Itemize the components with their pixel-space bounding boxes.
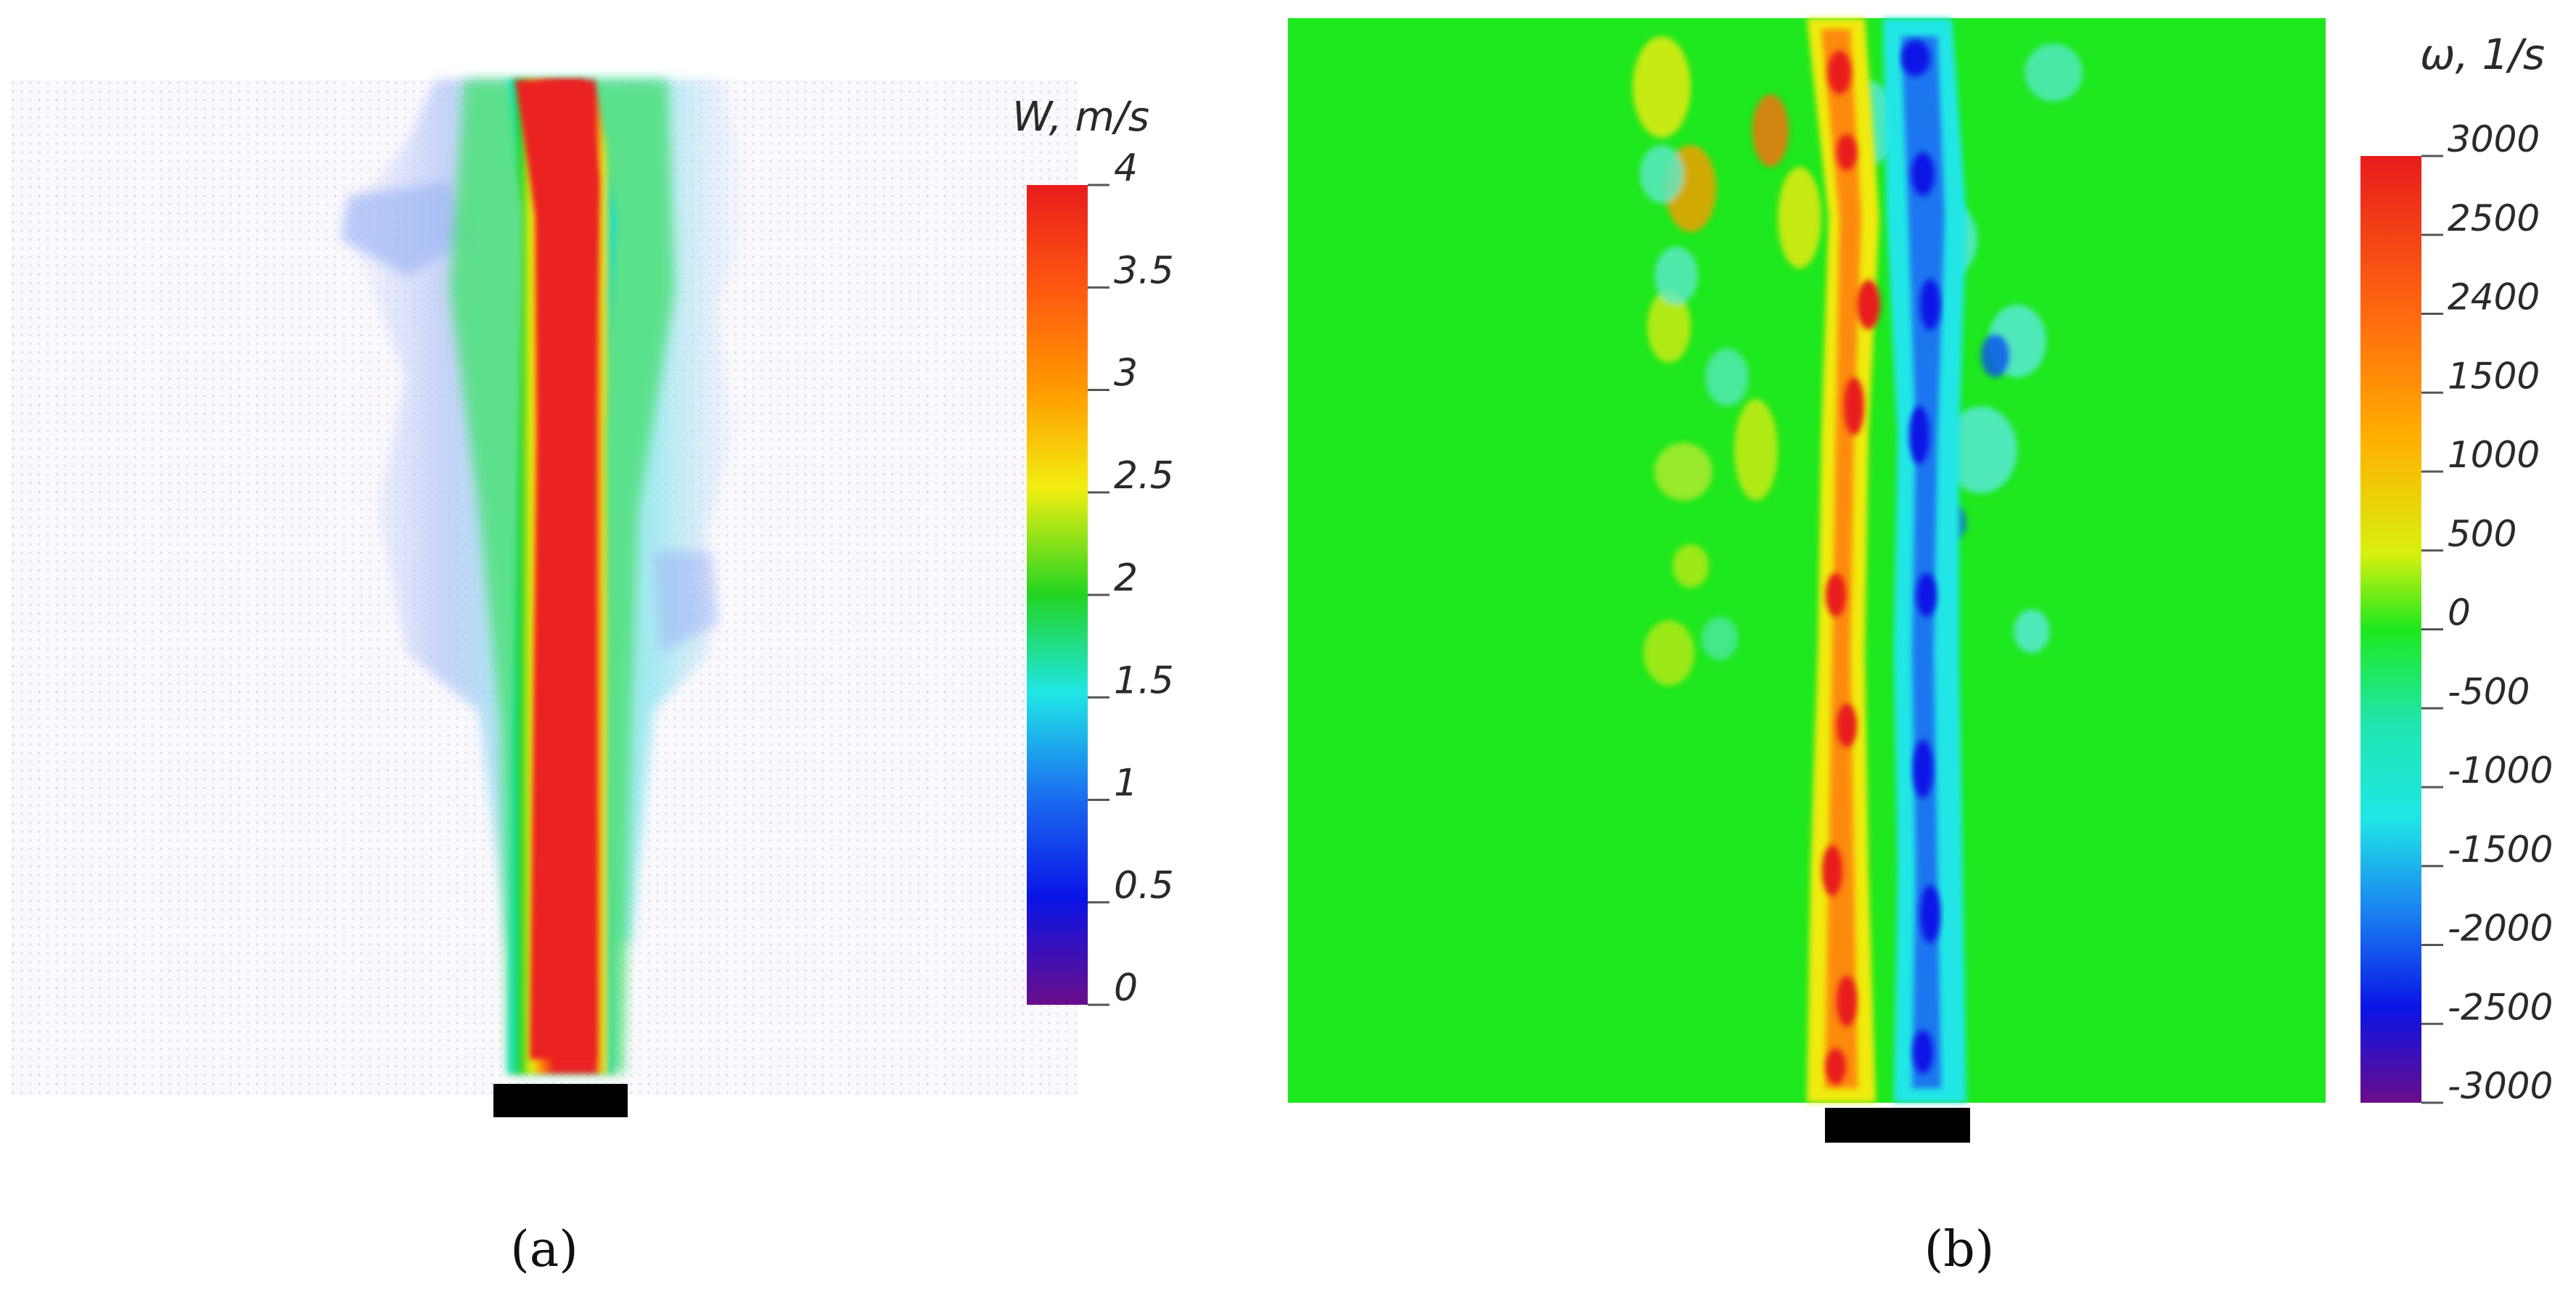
nozzle-b <box>1825 1108 1970 1143</box>
colorbar-tick-label: 0 <box>1114 966 1138 1010</box>
colorbar-tick-label: 3 <box>1114 352 1138 395</box>
panel-b: ω, 1/s 3000 2500 2400 1500 1000 500 0 -500 -1000… <box>1288 18 2553 1143</box>
velocity-colorbar <box>1027 185 1088 1005</box>
colorbar-tick-label: 2.5 <box>1114 454 1174 498</box>
colorbar-tick-label: -1000 <box>2448 749 2553 792</box>
colorbar-tick-label: 1 <box>1114 762 1138 805</box>
colorbar-tick-label: -3000 <box>2448 1065 2553 1107</box>
velocity-jet-max <box>515 80 599 1059</box>
vorticity-positive-peaks <box>1822 51 1880 1085</box>
colorbar-tick-label: 500 <box>2448 513 2516 555</box>
colorbar-tick-label: -2500 <box>2448 986 2553 1028</box>
velocity-patch-left <box>341 181 472 276</box>
vorticity-colorbar-title: ω, 1/s <box>2420 30 2545 79</box>
velocity-colorbar-title: W, m/s <box>1012 94 1149 141</box>
colorbar-tick-label: 4 <box>1114 147 1138 190</box>
colorbar-tick-label: 3.5 <box>1114 249 1174 292</box>
velocity-patch-right <box>653 551 718 653</box>
colorbar-tick-label: -2000 <box>2448 908 2553 950</box>
colorbar-tick-label: 2500 <box>2448 197 2540 239</box>
colorbar-tick-label: -500 <box>2448 670 2530 712</box>
colorbar-tick-label: 1.5 <box>1114 659 1174 702</box>
nozzle-a <box>493 1084 628 1117</box>
colorbar-tick-label: 0 <box>2448 592 2471 634</box>
vorticity-colorbar-ticks: 3000 2500 2400 1500 1000 500 0 -500 -1000 -1500 -2… <box>2421 118 2553 1107</box>
panel-a: W, m/s 4 3.5 3 2.5 2 1.5 1 0.5 0 <box>11 80 1174 1117</box>
caption-a: (a) <box>510 1221 578 1278</box>
colorbar-tick-label: 3000 <box>2448 118 2540 160</box>
vorticity-colorbar <box>2360 156 2421 1103</box>
colorbar-tick-label: 1500 <box>2448 355 2540 397</box>
colorbar-tick-label: 1000 <box>2448 434 2540 476</box>
colorbar-tick-label: 2400 <box>2448 276 2540 318</box>
velocity-colorbar-ticks: 4 3.5 3 2.5 2 1.5 1 0.5 0 <box>1088 147 1174 1010</box>
vorticity-positive-core <box>1821 29 1861 1088</box>
colorbar-tick-label: -1500 <box>2448 829 2553 871</box>
vorticity-scattered-structures <box>1633 36 2083 686</box>
colorbar-tick-label: 0.5 <box>1114 864 1174 908</box>
caption-b: (b) <box>1924 1221 1995 1278</box>
vorticity-negative-peaks <box>1901 40 1940 1074</box>
colorbar-tick-label: 2 <box>1114 556 1138 600</box>
